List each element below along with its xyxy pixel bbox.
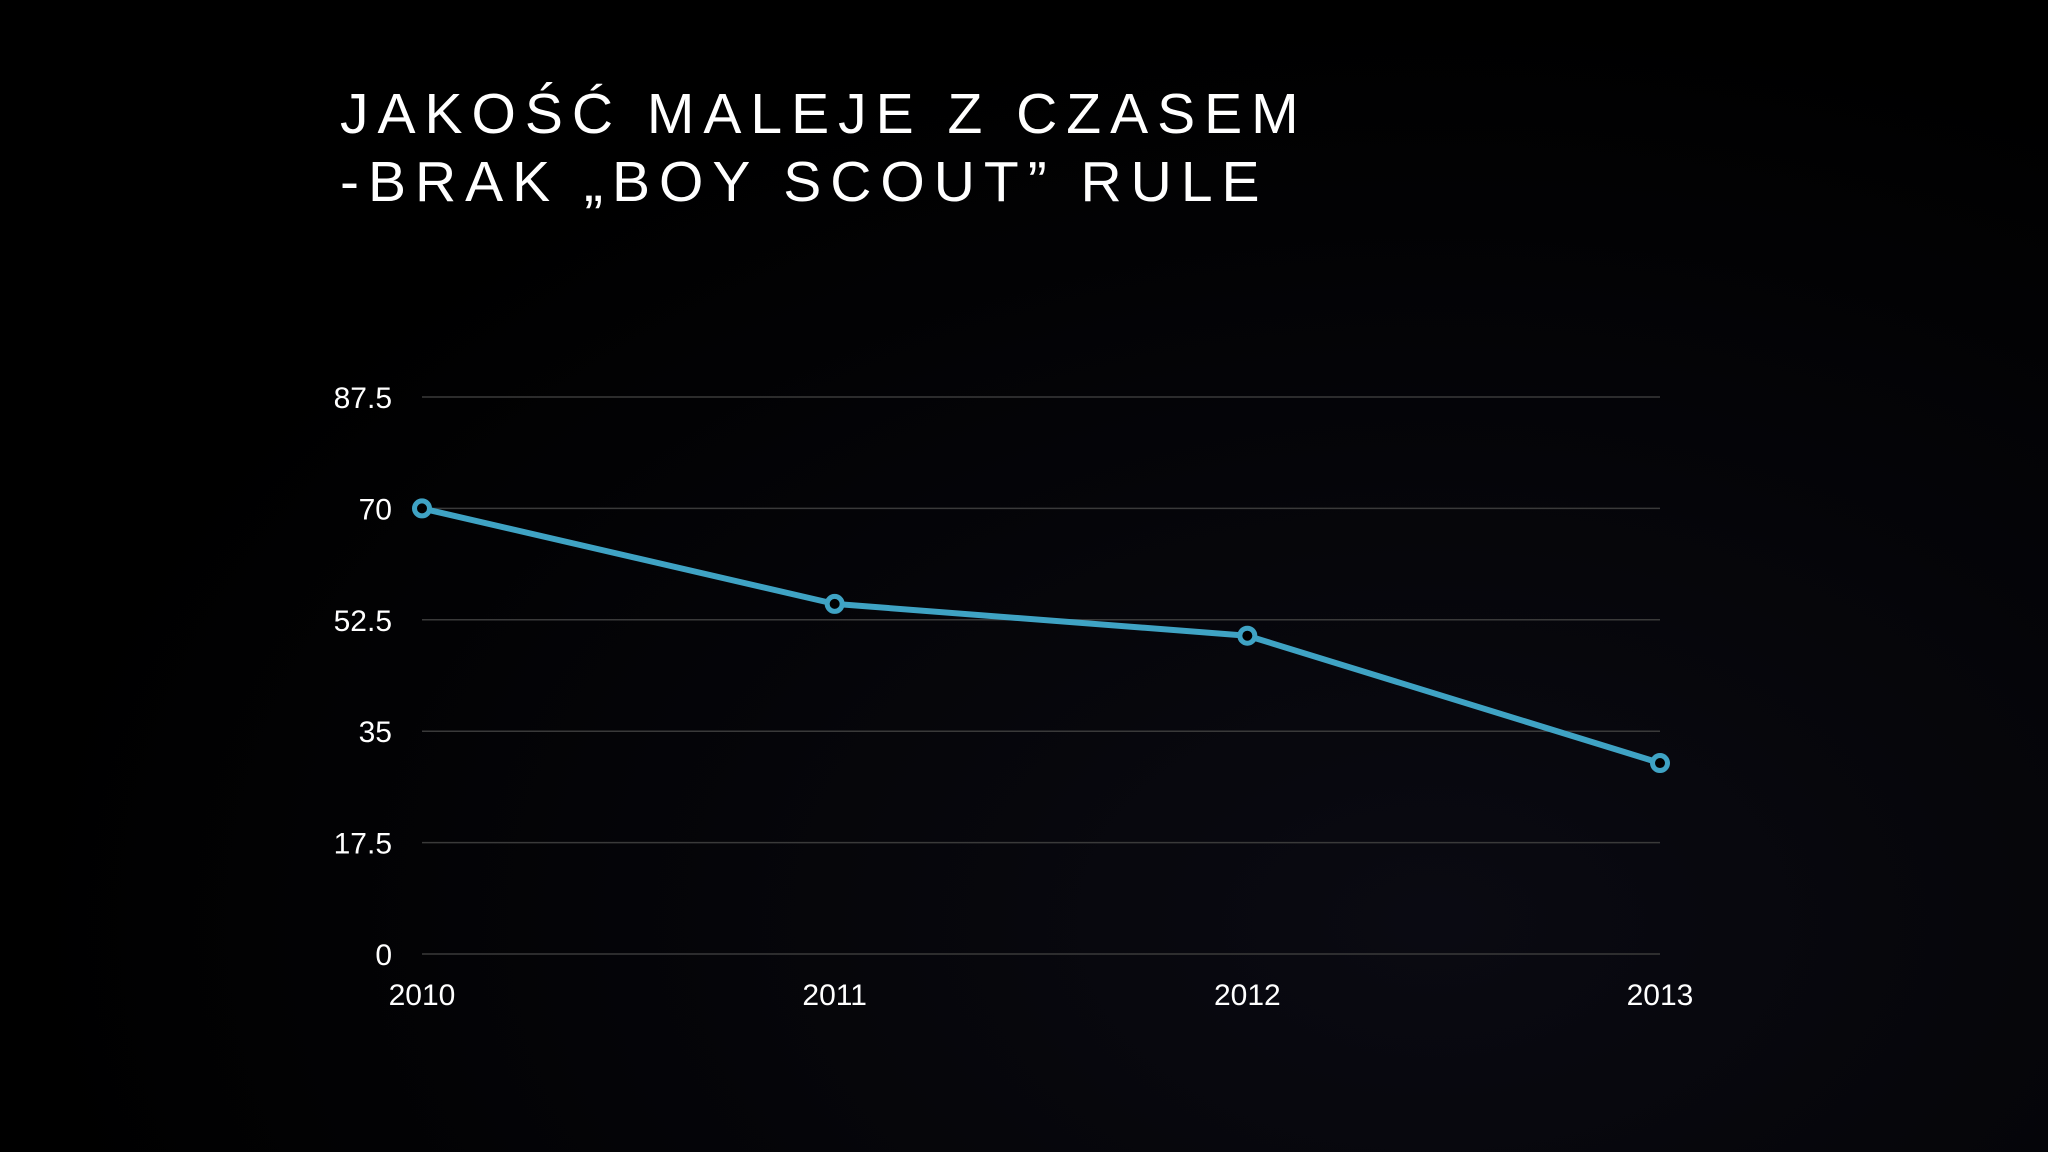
slide-title: JAKOŚĆ MALEJE Z CZASEM -BRAK „BOY SCOUT”…	[340, 80, 1308, 216]
y-tick-label: 52.5	[334, 605, 392, 638]
title-line-1: JAKOŚĆ MALEJE Z CZASEM	[340, 82, 1308, 146]
x-tick-label: 2013	[1627, 979, 1694, 1012]
data-point-2012	[1237, 625, 1258, 646]
data-point-2011	[824, 593, 845, 614]
y-tick-label: 17.5	[334, 828, 392, 861]
x-tick-label: 2011	[802, 979, 867, 1012]
y-tick-label: 0	[375, 939, 392, 972]
data-point-2010	[412, 498, 432, 519]
x-axis-ticks: 2010 2011 2012 2013	[389, 979, 1694, 1012]
y-tick-label: 35	[359, 716, 392, 749]
y-tick-label: 87.5	[334, 382, 392, 415]
y-axis-ticks: 0 17.5 35 52.5 70 87.5	[334, 382, 392, 972]
x-tick-label: 2012	[1214, 979, 1281, 1012]
title-line-2: -BRAK „BOY SCOUT” RULE	[340, 150, 1269, 214]
chart-gridlines	[422, 396, 1660, 955]
x-tick-label: 2010	[389, 979, 456, 1012]
data-point-2013	[1650, 753, 1670, 774]
chart-series	[412, 498, 1670, 774]
y-tick-label: 70	[359, 493, 392, 526]
series-line	[419, 505, 1663, 767]
